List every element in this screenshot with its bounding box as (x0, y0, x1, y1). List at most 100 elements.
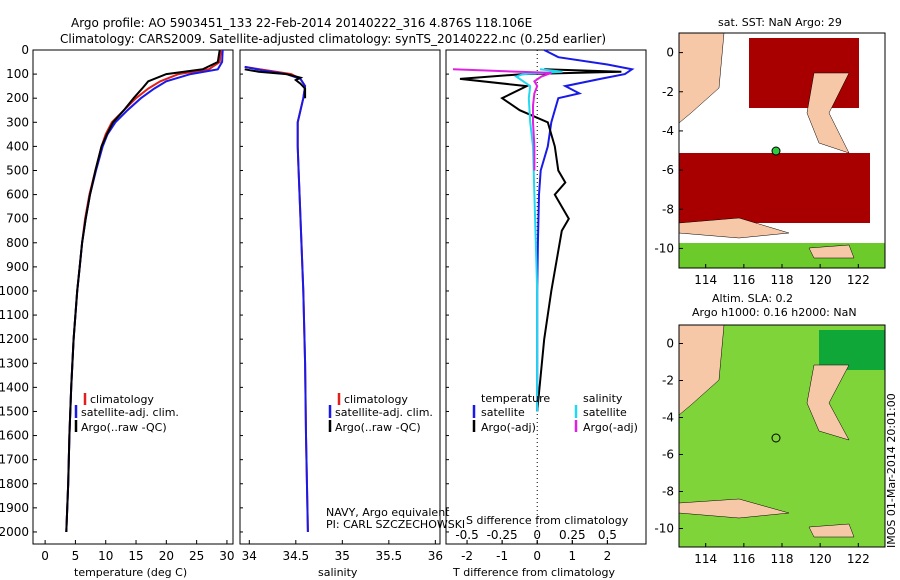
temperature-plot: 0 5 10 15 20 25 30 (41, 49, 235, 563)
flores-land (808, 244, 855, 259)
map-y-tick-label: -2 (662, 85, 674, 99)
temperature-xlabel: temperature (deg C) (74, 566, 187, 579)
x-tick-label: 35 (335, 549, 350, 563)
x-tick-label: 30 (219, 549, 234, 563)
depth-axis: 0 100 200 300 400 500 600 700 800 900 1000 1100 1200… (0, 43, 449, 539)
x-tick-label: 5 (72, 549, 80, 563)
map-y-tick-label: -10 (654, 522, 674, 536)
legend-clim-label: climatology (90, 393, 154, 406)
depth-tick-label: 1600 (0, 429, 29, 443)
map-x-tick-label: 120 (809, 273, 832, 287)
map-x-tick-label: 118 (771, 552, 794, 566)
map-y-tick-label: 0 (666, 46, 674, 60)
x-tick-label: 0 (533, 549, 541, 563)
temperature-panel (32, 49, 234, 545)
depth-tick-label: 1300 (0, 356, 29, 370)
depth-tick-label: 1800 (0, 477, 29, 491)
legend-clim-label: climatology (344, 393, 408, 406)
salinity-legend: climatology satellite-adj. clim. Argo(..… (326, 393, 465, 531)
map-y-tick-label: -6 (662, 448, 674, 462)
x-tick-label: 34.5 (282, 549, 309, 563)
argo-float-marker (771, 433, 781, 443)
difference-panel (445, 49, 647, 545)
salinity-plot: 34 34.5 35 35.5 36 (242, 65, 443, 563)
x-tick-label: 34 (242, 549, 257, 563)
depth-tick-label: 700 (6, 212, 29, 226)
map-x-tick-label: 122 (847, 552, 870, 566)
flores-land (808, 523, 855, 538)
sla-high-patch (819, 330, 885, 370)
diff-s-argo-line (452, 68, 552, 171)
x-tick-label: 10 (98, 549, 113, 563)
map-x-tick-label: 114 (694, 552, 717, 566)
header-line2: Climatology: CARS2009. Satellite-adjuste… (60, 32, 606, 46)
salinity-panel (239, 49, 441, 545)
diff-s-satellite-line (513, 68, 563, 412)
temperature-satellite-line (65, 49, 224, 533)
legend-t-argo-label: Argo(-adj) (481, 421, 536, 434)
salinity-xlabel: salinity (318, 566, 358, 579)
temperature-argo-line (65, 49, 221, 533)
salinity-note-navy: NAVY, Argo equivalent (326, 506, 450, 519)
map-x-tick-label: 114 (694, 273, 717, 287)
depth-tick-label: 800 (6, 236, 29, 250)
depth-tick-label: 300 (6, 115, 29, 129)
depth-tick-label: 1000 (0, 284, 29, 298)
x-tick-label: -0.5 (455, 528, 478, 542)
x-tick-label: 35.5 (375, 549, 402, 563)
t-diff-xlabel: T difference from climatology (452, 566, 615, 579)
depth-tick-label: 2000 (0, 525, 29, 539)
x-tick-label: -0.25 (487, 528, 518, 542)
map-y-tick-label: -2 (662, 374, 674, 388)
s-diff-xlabel: S difference from climatology (466, 514, 629, 527)
x-tick-label: 0.25 (559, 528, 586, 542)
map-y-tick-label: -4 (662, 411, 674, 425)
map-y-tick-label: -4 (662, 124, 674, 138)
x-tick-label: 15 (128, 549, 143, 563)
x-tick-label: 0 (41, 549, 49, 563)
legend-s-sat-label: satellite (583, 406, 627, 419)
depth-tick-label: 1700 (0, 453, 29, 467)
depth-tick-label: 100 (6, 67, 29, 81)
x-tick-label: 1 (568, 549, 576, 563)
salinity-argo-line (244, 68, 307, 99)
sst-map-title: sat. SST: NaN Argo: 29 (718, 16, 842, 29)
legend-argo-label: Argo(..raw -QC) (335, 421, 421, 434)
depth-tick-label: 200 (6, 91, 29, 105)
x-tick-label: -2 (461, 549, 473, 563)
depth-tick-label: 0 (21, 43, 29, 57)
depth-tick-label: 1900 (0, 501, 29, 515)
legend-salinity-head: salinity (583, 392, 623, 405)
depth-tick-label: 1200 (0, 332, 29, 346)
difference-legend: temperature salinity satellite Argo(-adj… (472, 392, 638, 434)
temperature-legend: climatology satellite-adj. clim. Argo(..… (74, 393, 179, 434)
sla-map: 114 116 118 120 122 0 -2 -4 -6 -8 -10 (654, 324, 886, 566)
map-y-tick-label: -10 (654, 241, 674, 255)
depth-tick-label: 1500 (0, 404, 29, 418)
legend-sat-label: satellite-adj. clim. (335, 406, 433, 419)
header-line1: Argo profile: AO 5903451_133 22-Feb-2014… (71, 16, 532, 30)
x-tick-label: 20 (159, 549, 174, 563)
map-y-tick-label: -8 (662, 202, 674, 216)
depth-tick-label: 600 (6, 188, 29, 202)
legend-argo-label: Argo(..raw -QC) (81, 421, 167, 434)
x-tick-label: 2 (604, 549, 612, 563)
salinity-satellite-line (244, 65, 309, 533)
sulawesi-land (806, 72, 850, 154)
map-y-tick-label: -6 (662, 163, 674, 177)
legend-sat-label: satellite-adj. clim. (81, 406, 179, 419)
x-tick-label: 0.5 (598, 528, 617, 542)
argo-float-marker (771, 146, 781, 156)
legend-t-sat-label: satellite (481, 406, 525, 419)
sulawesi-land (806, 364, 850, 441)
legend-temperature-head: temperature (481, 392, 550, 405)
sst-map: 114 116 118 120 122 0 -2 -4 -6 -8 -10 (654, 32, 886, 287)
depth-tick-label: 500 (6, 163, 29, 177)
x-tick-label: -1 (496, 549, 508, 563)
map-y-tick-label: 0 (666, 337, 674, 351)
map-x-tick-label: 120 (809, 552, 832, 566)
temperature-climatology-line (65, 49, 222, 533)
salinity-note-pi: PI: CARL SZCZECHOWSKI (326, 518, 465, 531)
